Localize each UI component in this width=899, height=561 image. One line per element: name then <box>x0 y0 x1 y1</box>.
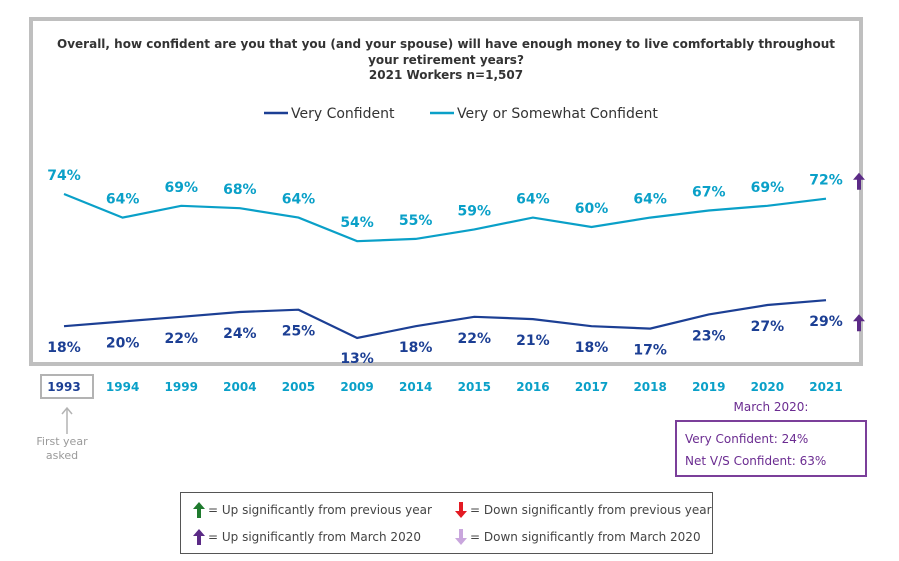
key-down-march: = Down significantly from March 2020 <box>455 529 701 545</box>
series-line-0 <box>63 299 827 340</box>
data-label-vsc-2016: 64% <box>516 192 550 208</box>
data-label-vc-1994: 20% <box>106 335 140 351</box>
data-label-vsc-2021: 72% <box>809 173 843 189</box>
data-label-vsc-1994: 64% <box>106 192 140 208</box>
data-label-vc-2018: 17% <box>633 343 667 359</box>
data-label-vc-1993: 18% <box>47 340 81 356</box>
march-2020-box: Very Confident: 24% Net V/S Confident: 6… <box>675 420 867 477</box>
key-up-march-label: = Up significantly from March 2020 <box>208 530 421 544</box>
x-tick-2015: 2015 <box>458 380 491 394</box>
x-tick-2017: 2017 <box>575 380 608 394</box>
data-label-vc-2009: 13% <box>340 351 374 367</box>
data-label-vc-2014: 18% <box>399 340 433 356</box>
x-tick-2020: 2020 <box>751 380 784 394</box>
data-label-vc-2005: 25% <box>282 324 316 340</box>
first-year-note: First year asked <box>36 435 88 462</box>
chart-title: Overall, how confident are you that you … <box>57 37 835 67</box>
x-tick-2018: 2018 <box>633 380 666 394</box>
significance-key: = Up significantly from previous year = … <box>180 492 713 554</box>
data-label-vc-2016: 21% <box>516 333 550 349</box>
x-tick-2019: 2019 <box>692 380 725 394</box>
lavender-down-arrow-icon <box>455 529 467 545</box>
data-label-vc-2020: 27% <box>751 319 785 335</box>
first-year-highlight-box <box>40 374 94 399</box>
up-march-arrow-icon-0 <box>853 172 865 190</box>
data-label-vc-2015: 22% <box>458 331 492 347</box>
data-label-vsc-1993: 74% <box>47 168 81 184</box>
data-label-vsc-2018: 64% <box>633 192 667 208</box>
data-label-vc-1999: 22% <box>164 331 198 347</box>
data-label-vsc-2014: 55% <box>399 213 433 229</box>
up-march-arrow-icon-1 <box>853 314 865 332</box>
data-label-vsc-2009: 54% <box>340 215 374 231</box>
key-up-march: = Up significantly from March 2020 <box>193 529 421 545</box>
x-tick-1994: 1994 <box>106 380 139 394</box>
series-line-1 <box>63 192 827 243</box>
data-label-vc-2019: 23% <box>692 328 726 344</box>
x-tick-2009: 2009 <box>340 380 373 394</box>
data-label-vsc-1999: 69% <box>164 180 198 196</box>
legend-label-0: Very Confident <box>291 106 395 122</box>
data-label-vsc-2015: 59% <box>458 203 492 219</box>
data-label-vsc-2004: 68% <box>223 182 257 198</box>
up-pointer-arrow-icon <box>61 406 73 434</box>
x-tick-2005: 2005 <box>282 380 315 394</box>
purple-up-arrow-icon <box>193 529 205 545</box>
chart-frame <box>29 17 863 366</box>
legend-label-1: Very or Somewhat Confident <box>457 106 658 122</box>
data-label-vsc-2020: 69% <box>751 180 785 196</box>
data-label-vc-2017: 18% <box>575 340 609 356</box>
x-tick-1993: 1993 <box>47 380 80 394</box>
data-label-vsc-2017: 60% <box>575 201 609 217</box>
key-down-previous: = Down significantly from previous year <box>455 502 712 518</box>
green-up-arrow-icon <box>193 502 205 518</box>
march-2020-heading: March 2020: <box>733 400 809 414</box>
data-label-vsc-2005: 64% <box>282 192 316 208</box>
data-label-vc-2004: 24% <box>223 326 257 342</box>
march-very-confident: Very Confident: 24% <box>685 432 809 446</box>
key-down-march-label: = Down significantly from March 2020 <box>470 530 701 544</box>
chart-subtitle: 2021 Workers n=1,507 <box>368 68 524 82</box>
key-up-previous: = Up significantly from previous year <box>193 502 432 518</box>
x-tick-2016: 2016 <box>516 380 549 394</box>
x-tick-2014: 2014 <box>399 380 432 394</box>
key-up-previous-label: = Up significantly from previous year <box>208 503 432 517</box>
x-tick-2004: 2004 <box>223 380 256 394</box>
data-label-vsc-2019: 67% <box>692 185 726 201</box>
x-tick-2021: 2021 <box>809 380 842 394</box>
x-tick-1999: 1999 <box>165 380 198 394</box>
line-chart: Very Confident Very or Somewhat Confident… <box>47 106 865 394</box>
red-down-arrow-icon <box>455 502 467 518</box>
march-net-confident: Net V/S Confident: 63% <box>685 454 827 468</box>
data-label-vc-2021: 29% <box>809 314 843 330</box>
key-down-previous-label: = Down significantly from previous year <box>470 503 712 517</box>
